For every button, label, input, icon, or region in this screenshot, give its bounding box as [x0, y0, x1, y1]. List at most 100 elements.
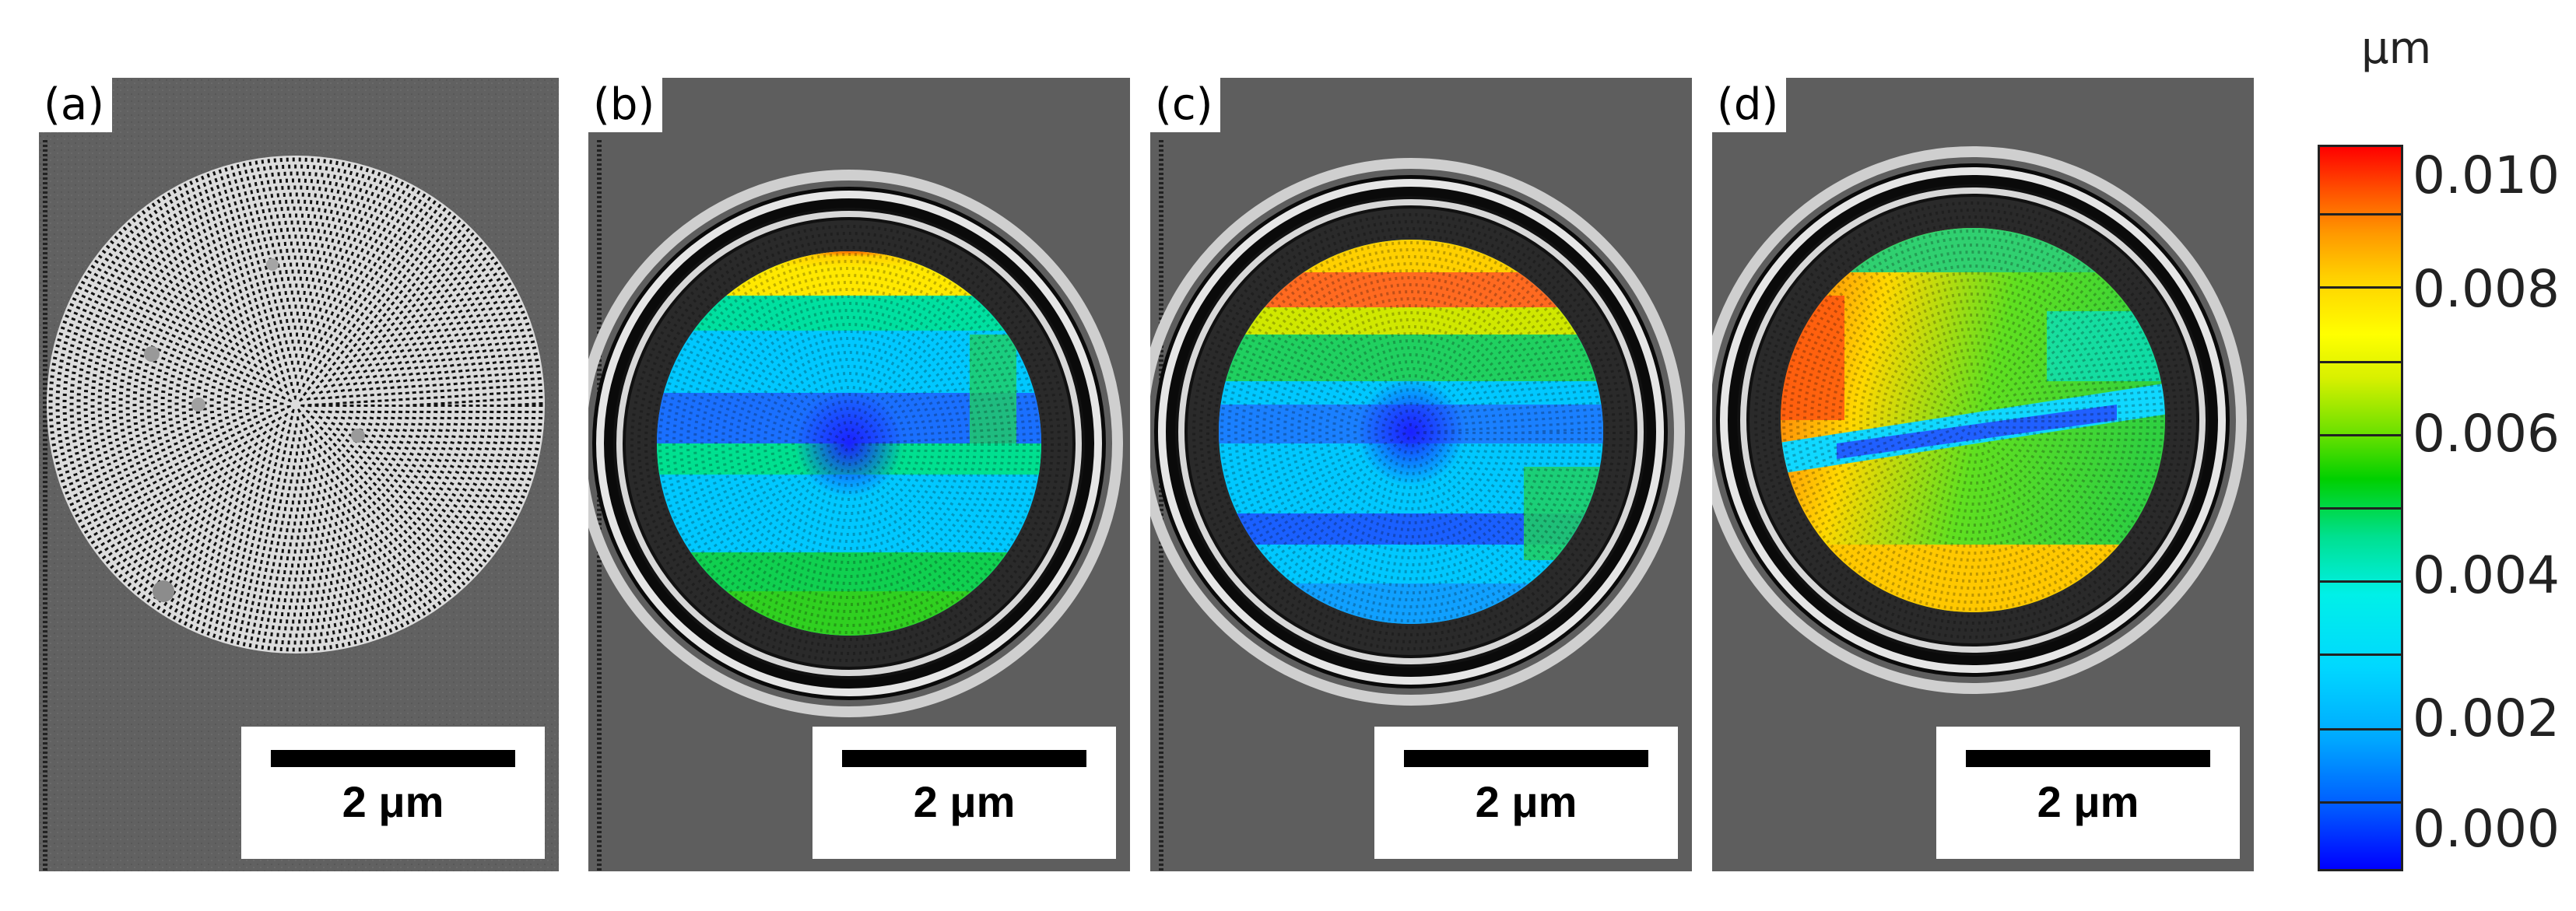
hole-ring [139, 248, 452, 561]
hole-ring [230, 339, 361, 470]
panel-a: (a) 2 μm [39, 78, 559, 871]
hole-ring [1276, 297, 1546, 566]
hole-ring [1887, 335, 2058, 506]
hole-ring [826, 421, 872, 466]
hole-ring [1311, 332, 1511, 531]
hole-ring [763, 358, 935, 529]
hole-ring [665, 260, 1033, 627]
hole-ring [1339, 360, 1483, 503]
hole-ring [104, 213, 487, 596]
hole-ring [1297, 318, 1525, 545]
hole-ring [265, 374, 326, 435]
hole-ring [1768, 215, 2178, 625]
hole-ring [251, 360, 340, 449]
hole-ring [1866, 314, 2079, 527]
hole-ring [1845, 293, 2100, 548]
hole-ring [188, 297, 403, 512]
hole-ring [1388, 409, 1434, 454]
hole-ring [1852, 300, 2093, 541]
hole-ring [798, 393, 900, 494]
hole-ring [1248, 269, 1574, 594]
hole-ring [1241, 262, 1581, 601]
colorbar-tick-label: 0.004 [2413, 545, 2560, 605]
hole-ring [1936, 384, 2009, 457]
panel-d: (d) 2 μm [1712, 78, 2254, 871]
hole-ring [286, 395, 305, 414]
hole-ring [1859, 307, 2086, 534]
hole-ring [1192, 213, 1630, 650]
hole-ring [1262, 283, 1560, 580]
hole-ring [1325, 346, 1497, 517]
scale-bar: 2 μm [1936, 727, 2240, 859]
hole-ring [686, 281, 1012, 606]
hole-ring [1360, 381, 1462, 482]
hole-ring [1318, 339, 1504, 524]
hole-ring [1269, 290, 1553, 573]
hole-ring [770, 365, 928, 522]
hole-ring [630, 225, 1068, 662]
hole-ring [62, 171, 529, 638]
hole-ring [791, 386, 907, 501]
hole-ring [1894, 342, 2051, 499]
colorbar-tick-label: 0.006 [2413, 404, 2560, 464]
hole-ring [784, 379, 914, 508]
panel-c: (c) 2 μm [1150, 78, 1692, 871]
hole-ring [69, 178, 522, 631]
colorbar-tick-label: 0.008 [2413, 259, 2560, 319]
hole-ring [1304, 325, 1518, 538]
colorbar-tick-label: 0.010 [2413, 145, 2560, 205]
hole-ring [1381, 402, 1441, 461]
scale-bar-line [1404, 750, 1648, 767]
hole-ring [125, 234, 466, 575]
panel-label: (a) [39, 78, 113, 132]
hole-ring [1796, 244, 2150, 597]
colorbar-tick [2318, 507, 2403, 510]
hole-ring [48, 157, 543, 652]
hole-ring [1964, 412, 1981, 429]
hole-ring [1817, 265, 2129, 576]
hole-ring [272, 381, 319, 428]
scale-bar: 2 μm [812, 727, 1116, 859]
hole-ring [279, 388, 312, 421]
hole-ring [216, 325, 375, 484]
hole-ring [1255, 276, 1567, 587]
hole-ring [1220, 241, 1602, 622]
hole-ring [819, 414, 879, 473]
hole-ring [118, 227, 473, 582]
hole-ring [700, 295, 998, 592]
hole-ring [1754, 201, 2192, 639]
hole-ring [97, 206, 494, 603]
hole-ring [1234, 255, 1588, 608]
hole-ring [160, 269, 431, 540]
hole-ring [1206, 227, 1616, 636]
hole-ring [55, 164, 536, 645]
hole-ring [721, 316, 977, 571]
scale-bar-line [271, 750, 515, 767]
hole-ring [1943, 391, 2002, 450]
scale-bar-line [842, 750, 1086, 767]
colorbar-tick [2318, 361, 2403, 363]
colorbar-unit-label: μm [2361, 23, 2432, 74]
hole-ring [181, 290, 410, 519]
hole-ring [1374, 395, 1448, 468]
hole-ring [1831, 279, 2114, 562]
hole-ring [1283, 304, 1539, 559]
scale-bar-label: 2 μm [2037, 777, 2139, 826]
hole-ring [1838, 286, 2107, 555]
hole-ring [841, 435, 858, 452]
hole-ring [1810, 258, 2136, 583]
hole-ring [76, 185, 515, 624]
hole-ring [258, 367, 333, 442]
hole-ring [707, 302, 991, 585]
colorbar-tick [2318, 728, 2403, 731]
hole-ring [209, 318, 382, 491]
hole-ring [777, 372, 921, 515]
hole-ring [1395, 416, 1427, 447]
hole-ring [644, 239, 1054, 648]
hole-ring [153, 262, 438, 547]
colorbar-tick [2318, 653, 2403, 656]
colorbar-tick [2318, 580, 2403, 583]
hole-ring [1227, 248, 1595, 615]
hole-ring [90, 199, 501, 610]
hole-ring [1353, 374, 1469, 489]
